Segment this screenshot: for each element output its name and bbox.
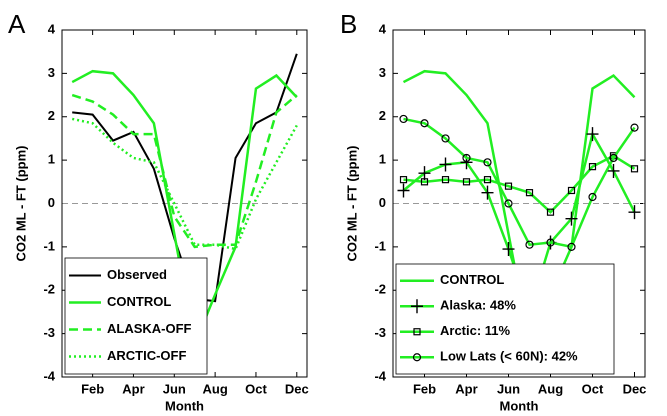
marker: [525, 240, 534, 249]
y-tick-label: 4: [48, 21, 56, 36]
y-tick-label: 0: [48, 195, 55, 210]
y-tick-label: 3: [379, 65, 386, 80]
x-tick-label: Oct: [582, 381, 604, 396]
legend-label: Alaska: 48%: [440, 298, 516, 313]
marker: [399, 114, 408, 124]
legend-label: Observed: [107, 267, 167, 282]
x-tick-label: Feb: [81, 381, 104, 396]
panel-label: A: [8, 9, 26, 39]
marker: [420, 119, 429, 128]
legend-box: [64, 257, 208, 375]
legend-label: CONTROL: [440, 272, 504, 287]
marker: [441, 176, 450, 184]
legend-label: ARCTIC-OFF: [107, 348, 186, 363]
x-tick-label: Dec: [285, 381, 309, 396]
series-line: [403, 117, 636, 249]
legend: CONTROL Alaska: 48% Arctic: 11% Low Lats (<…: [395, 263, 615, 375]
marker: [439, 157, 452, 172]
legend-label: Arctic: 11%: [440, 323, 511, 338]
y-tick-label: -1: [43, 238, 55, 253]
y-tick-label: -2: [374, 282, 386, 297]
marker: [607, 163, 620, 178]
y-tick-label: -2: [43, 282, 55, 297]
plot-frame: [61, 29, 308, 378]
y-tick-label: -3: [43, 325, 55, 340]
y-tick-label: 2: [48, 108, 55, 123]
x-tick-label: Aug: [202, 381, 227, 396]
x-tick-label: Jun: [163, 381, 186, 396]
marker: [504, 182, 513, 190]
x-tick-label: Apr: [122, 381, 144, 396]
x-axis-label: Month: [165, 398, 204, 413]
marker: [628, 205, 641, 220]
legend: Observed CONTROL ALASKA-OFF ARCTIC-OFF: [64, 257, 208, 375]
marker: [565, 211, 578, 226]
marker: [504, 199, 513, 208]
legend-label: ALASKA-OFF: [107, 321, 192, 336]
marker: [397, 183, 410, 198]
x-tick-label: Jun: [497, 381, 520, 396]
y-tick-label: 2: [379, 108, 386, 123]
x-tick-label: Apr: [455, 381, 477, 396]
x-tick-label: Oct: [245, 381, 267, 396]
marker: [588, 192, 597, 202]
marker: [399, 176, 408, 184]
y-tick-label: 0: [379, 195, 386, 210]
marker: [483, 176, 492, 184]
y-tick-label: -3: [374, 325, 386, 340]
x-axis-label: Month: [500, 398, 539, 413]
series-line: [71, 117, 298, 251]
x-tick-label: Aug: [538, 381, 563, 396]
legend-marker: [412, 353, 422, 362]
marker: [630, 165, 639, 173]
marker: [567, 242, 576, 251]
series-line: [71, 93, 298, 249]
marker: [525, 189, 534, 197]
y-tick-label: 4: [379, 21, 387, 36]
y-tick-label: -4: [43, 368, 55, 383]
legend-marker: [413, 328, 421, 336]
marker: [502, 242, 515, 257]
legend-marker: [411, 299, 423, 314]
marker: [420, 178, 429, 186]
y-axis-label: CO2 ML - FT (ppm): [344, 145, 359, 261]
x-tick-label: Feb: [413, 381, 436, 396]
marker: [418, 166, 431, 181]
marker: [441, 134, 450, 143]
marker: [609, 153, 618, 163]
marker: [546, 208, 555, 216]
marker: [481, 185, 494, 200]
y-tick-label: 1: [48, 152, 55, 167]
marker: [462, 153, 471, 163]
marker: [567, 186, 576, 195]
y-axis-label: CO2 ML - FT (ppm): [13, 145, 28, 261]
y-tick-label: -1: [374, 238, 386, 253]
marker: [462, 178, 471, 186]
y-tick-label: 3: [48, 65, 55, 80]
legend-box: [395, 263, 615, 375]
marker: [588, 163, 597, 171]
y-tick-label: -4: [374, 368, 386, 383]
legend-label: CONTROL: [107, 294, 171, 309]
marker: [630, 123, 639, 132]
legend-label: Low Lats (< 60N): 42%: [440, 349, 578, 364]
marker: [483, 158, 492, 167]
x-tick-label: Dec: [623, 381, 647, 396]
plot-frame: [392, 29, 646, 378]
y-tick-label: 1: [379, 152, 386, 167]
marker: [586, 127, 599, 142]
marker: [546, 238, 555, 247]
panel-label: B: [340, 9, 357, 39]
